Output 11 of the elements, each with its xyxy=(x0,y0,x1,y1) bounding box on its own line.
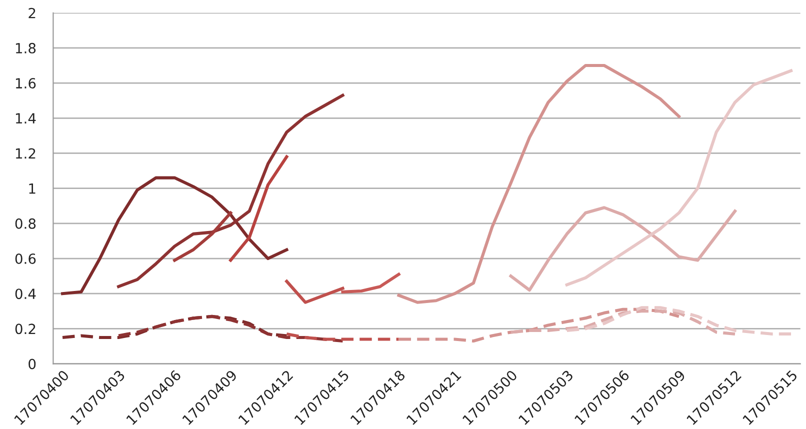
y-tick-label: 1.8 xyxy=(16,42,36,54)
y-tick-label: 0.6 xyxy=(15,253,36,264)
y-tick-label: 2 xyxy=(28,8,36,18)
y-tick-label: 1.2 xyxy=(16,148,36,159)
y-tick-label: 1.4 xyxy=(16,113,36,124)
y-tick-label: 1.6 xyxy=(16,78,36,89)
y-tick-label: 0.2 xyxy=(15,324,36,334)
y-tick-label: 1 xyxy=(29,183,36,194)
y-tick-label: 0.8 xyxy=(15,218,36,229)
y-tick-label: 0.4 xyxy=(15,288,36,300)
y-tick-label: 0 xyxy=(28,358,36,370)
